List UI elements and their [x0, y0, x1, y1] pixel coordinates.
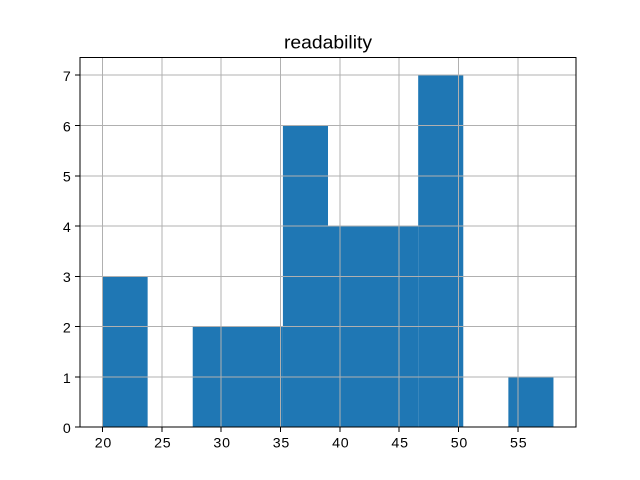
svg-text:7: 7 — [63, 69, 71, 85]
svg-text:2: 2 — [63, 321, 71, 337]
svg-text:35: 35 — [273, 435, 290, 451]
svg-text:55: 55 — [510, 435, 527, 451]
svg-text:1: 1 — [63, 371, 71, 387]
svg-text:5: 5 — [63, 170, 71, 186]
svg-text:45: 45 — [391, 435, 408, 451]
svg-text:4: 4 — [63, 220, 71, 236]
svg-text:3: 3 — [63, 270, 71, 286]
svg-text:0: 0 — [63, 421, 71, 437]
svg-text:25: 25 — [154, 435, 171, 451]
svg-text:30: 30 — [213, 435, 230, 451]
svg-text:20: 20 — [95, 435, 112, 451]
svg-text:6: 6 — [63, 119, 71, 135]
svg-text:40: 40 — [332, 435, 349, 451]
svg-text:50: 50 — [451, 435, 468, 451]
svg-text:readability: readability — [284, 33, 372, 53]
